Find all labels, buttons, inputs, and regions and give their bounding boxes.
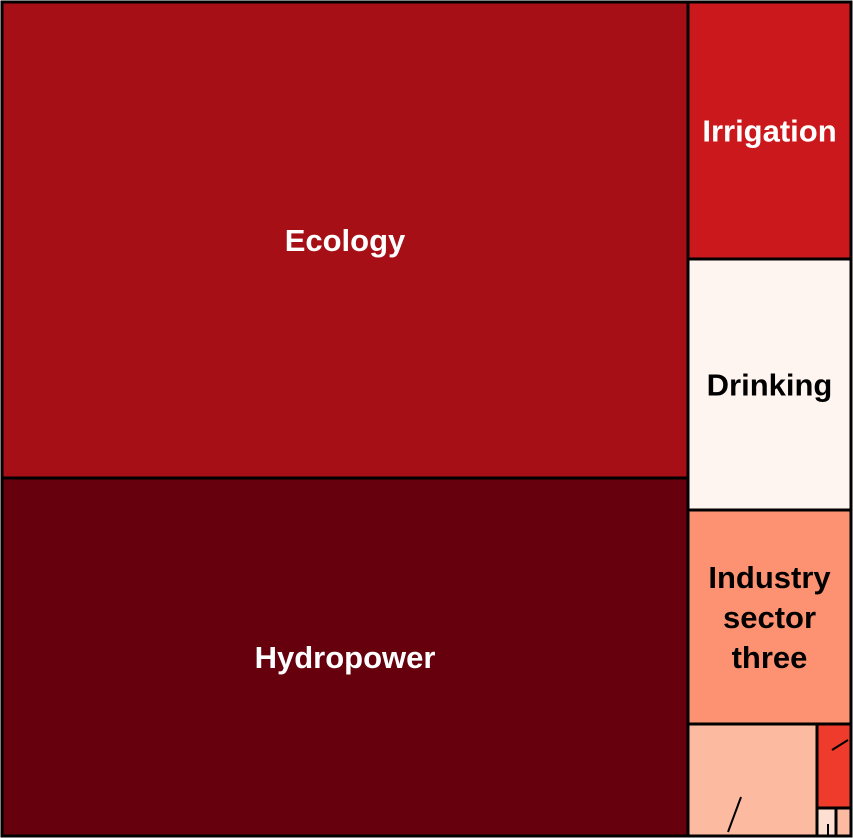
label-line: Drinking — [707, 368, 833, 403]
label-industry-sector-three: Industry sector three — [708, 560, 831, 675]
tile-tile-8 — [815, 806, 838, 838]
label-line: sector — [723, 600, 816, 635]
tile-tile-6 — [686, 722, 819, 838]
label-hydropower: Hydropower — [255, 640, 436, 675]
tile-irrigation — [686, 0, 853, 261]
label-line: Industry — [708, 560, 831, 595]
leader-tick — [831, 739, 849, 751]
tile-tile-7 — [815, 722, 853, 810]
label-line: Irrigation — [702, 114, 836, 149]
label-line: three — [732, 640, 808, 675]
label-line: Ecology — [285, 223, 406, 258]
label-ecology: Ecology — [285, 223, 406, 258]
tile-tile-9 — [834, 806, 853, 838]
tile-hydropower — [0, 476, 690, 838]
label-irrigation: Irrigation — [702, 114, 836, 149]
tile-drinking — [686, 257, 853, 512]
tile-ecology — [0, 0, 690, 480]
label-drinking: Drinking — [707, 368, 833, 403]
label-line: Hydropower — [255, 640, 436, 675]
leader-tick — [727, 796, 742, 833]
